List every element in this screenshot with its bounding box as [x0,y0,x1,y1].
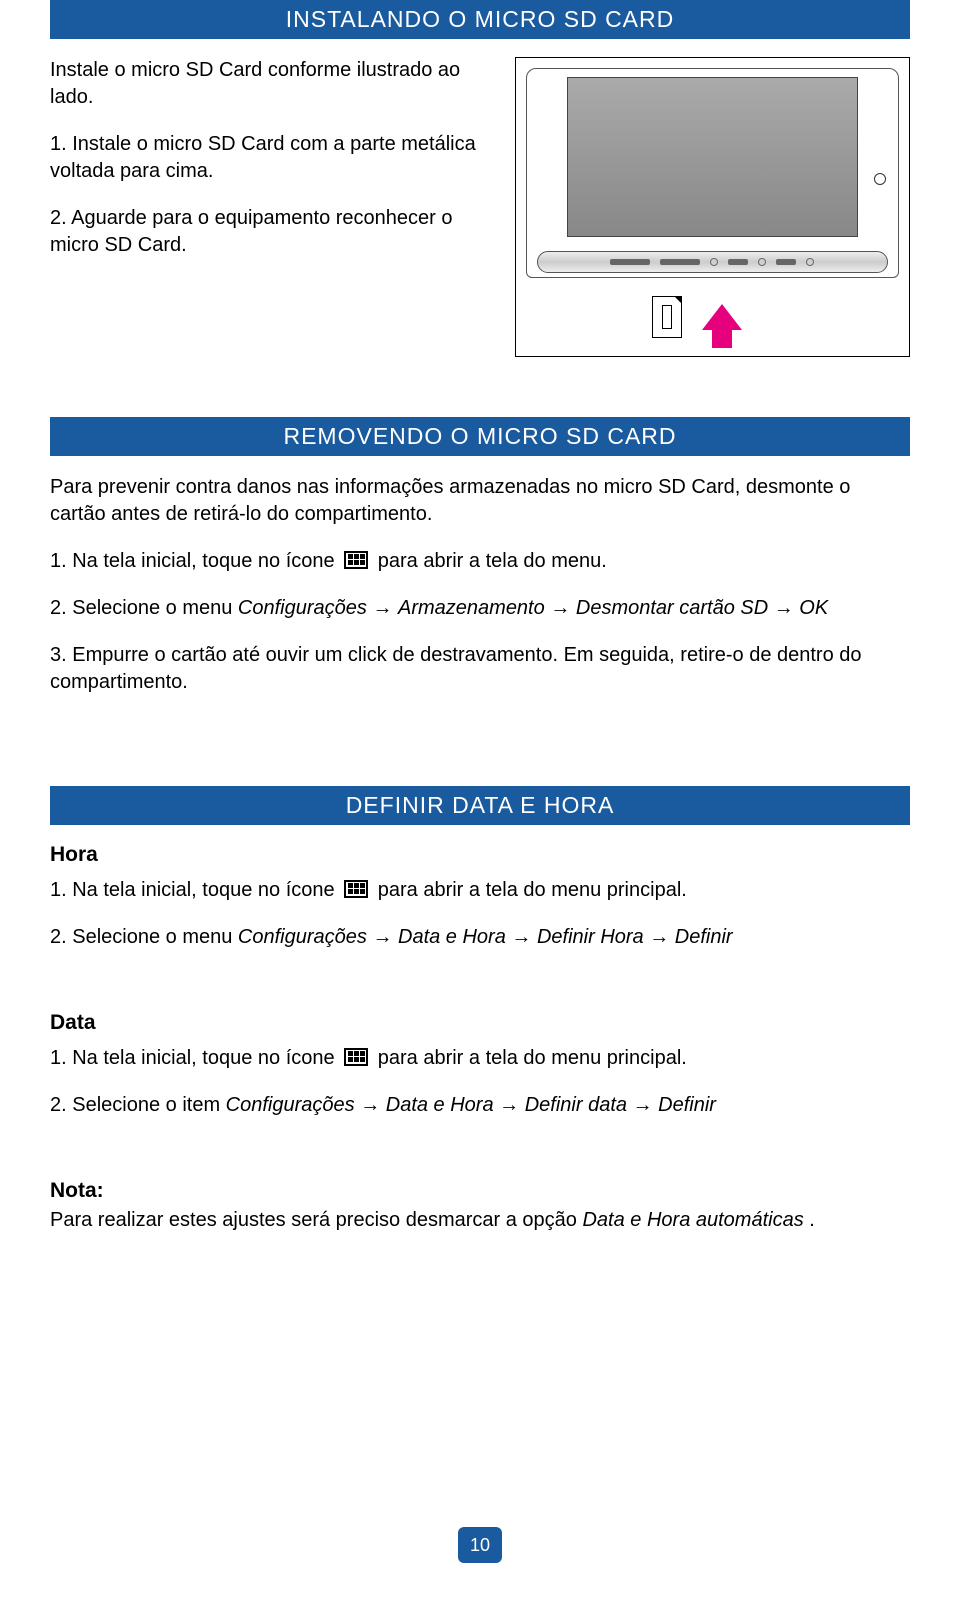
hora-subhead: Hora [50,843,910,867]
hora-step2-pre: 2. Selecione o menu [50,926,238,948]
insert-arrow-icon [702,304,742,330]
hora-step2-path-1: Data e Hora [398,926,506,948]
data-step2-pre: 2. Selecione o item [50,1094,226,1116]
path-arrow: → [372,926,398,948]
data-subhead: Data [50,1011,910,1035]
apps-grid-icon [344,880,368,898]
data-step1-post: para abrir a tela do menu principal. [378,1047,687,1069]
section-header-remove: REMOVENDO O MICRO SD CARD [50,417,910,456]
install-text-col: Instale o micro SD Card conforme ilustra… [50,57,485,279]
note-pre: Para realizar estes ajustes será preciso… [50,1209,582,1231]
install-illustration-col [515,57,910,357]
install-two-col: Instale o micro SD Card conforme ilustra… [50,57,910,357]
path-arrow: → [774,597,800,619]
remove-step2-path-1: Armazenamento [398,597,545,619]
remove-step2-pre: 2. Selecione o menu [50,597,238,619]
remove-step-3: 3. Empurre o cartão até ouvir um click d… [50,642,910,696]
section-header-install: INSTALANDO O MICRO SD CARD [50,0,910,39]
sd-insert-indicator [652,296,742,338]
page-number-badge: 10 [458,1527,502,1563]
note-text: Para realizar estes ajustes será preciso… [50,1207,910,1234]
device-screen [567,77,858,237]
data-step2-path-2: Definir data [525,1094,627,1116]
install-step-2: 2. Aguarde para o equipamento reconhecer… [50,205,485,259]
remove-step2-path-3: OK [799,597,828,619]
remove-step2-path-2: Desmontar cartão SD [576,597,768,619]
data-step2-path-0: Configurações [226,1094,355,1116]
data-step1-pre: 1. Na tela inicial, toque no ícone [50,1047,340,1069]
hora-step1-post: para abrir a tela do menu principal. [378,879,687,901]
path-arrow: → [550,597,576,619]
hora-step2-path-0: Configurações [238,926,367,948]
note-post: . [809,1209,815,1231]
hora-step1-pre: 1. Na tela inicial, toque no ícone [50,879,340,901]
path-arrow: → [511,926,537,948]
install-step-1: 1. Instale o micro SD Card com a parte m… [50,131,485,185]
path-arrow: → [633,1094,659,1116]
path-arrow: → [372,597,398,619]
section-header-datetime: DEFINIR DATA E HORA [50,786,910,825]
note-ital: Data e Hora automáticas [582,1209,803,1231]
hora-step2-path-3: Definir [675,926,733,948]
remove-step-2: 2. Selecione o menu Configurações → Arma… [50,595,910,622]
data-step-2: 2. Selecione o item Configurações → Data… [50,1092,910,1119]
remove-intro: Para prevenir contra danos nas informaçõ… [50,474,910,528]
remove-step2-path-0: Configurações [238,597,367,619]
device-illustration [515,57,910,357]
note-label: Nota: [50,1179,910,1203]
data-step2-path-3: Definir [658,1094,716,1116]
hora-step2-path-2: Definir Hora [537,926,644,948]
device-button-icon [874,173,886,185]
remove-step-1: 1. Na tela inicial, toque no ícone para … [50,548,910,575]
data-step-1: 1. Na tela inicial, toque no ícone para … [50,1045,910,1072]
remove-step1-post: para abrir a tela do menu. [378,550,607,572]
apps-grid-icon [344,551,368,569]
device-outline [526,68,899,278]
data-step2-path-1: Data e Hora [386,1094,494,1116]
path-arrow: → [499,1094,525,1116]
hora-step-1: 1. Na tela inicial, toque no ícone para … [50,877,910,904]
apps-grid-icon [344,1048,368,1066]
remove-step1-pre: 1. Na tela inicial, toque no ícone [50,550,340,572]
path-arrow: → [360,1094,386,1116]
install-intro: Instale o micro SD Card conforme ilustra… [50,57,485,111]
sd-card-icon [652,296,682,338]
device-port-bar [537,251,888,273]
path-arrow: → [649,926,675,948]
hora-step-2: 2. Selecione o menu Configurações → Data… [50,924,910,951]
